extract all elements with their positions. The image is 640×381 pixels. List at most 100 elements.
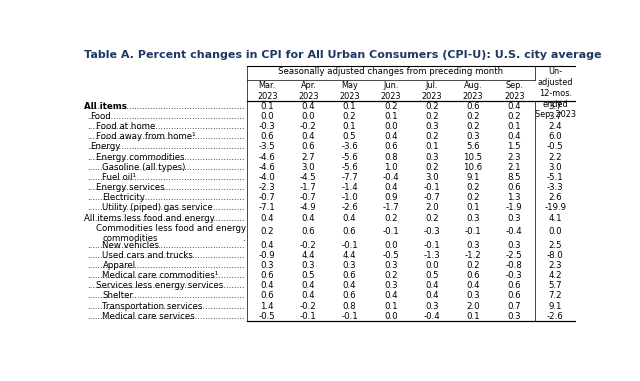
Text: ............................................................: ........................................… bbox=[87, 112, 244, 121]
Text: -0.1: -0.1 bbox=[341, 312, 358, 321]
Text: 0.4: 0.4 bbox=[508, 102, 521, 111]
Text: 3.0: 3.0 bbox=[548, 163, 562, 172]
Text: 4.1: 4.1 bbox=[548, 213, 562, 223]
Text: -3.6: -3.6 bbox=[341, 142, 358, 151]
Text: ............................................................: ........................................… bbox=[87, 213, 244, 223]
Text: 0.6: 0.6 bbox=[343, 271, 356, 280]
Text: 0.0: 0.0 bbox=[301, 112, 315, 121]
Text: 5.6: 5.6 bbox=[467, 142, 480, 151]
Text: Used cars and trucks: Used cars and trucks bbox=[102, 251, 193, 260]
Text: Un-
adjusted
12-mos.
ended
Sep. 2023: Un- adjusted 12-mos. ended Sep. 2023 bbox=[535, 67, 576, 119]
Text: -0.3: -0.3 bbox=[424, 227, 440, 236]
Text: 2.3: 2.3 bbox=[548, 261, 562, 270]
Text: -2.6: -2.6 bbox=[547, 312, 564, 321]
Text: 5.7: 5.7 bbox=[548, 281, 562, 290]
Text: 0.6: 0.6 bbox=[260, 132, 274, 141]
Text: 0.1: 0.1 bbox=[260, 102, 274, 111]
Text: ............................................................: ........................................… bbox=[87, 241, 244, 250]
Text: -0.7: -0.7 bbox=[424, 193, 440, 202]
Text: 0.4: 0.4 bbox=[301, 213, 315, 223]
Text: ............................................................: ........................................… bbox=[87, 173, 244, 182]
Text: -0.3: -0.3 bbox=[506, 271, 523, 280]
Text: -0.5: -0.5 bbox=[259, 312, 276, 321]
Text: Table A. Percent changes in CPI for All Urban Consumers (CPI-U): U.S. city avera: Table A. Percent changes in CPI for All … bbox=[84, 50, 602, 60]
Text: 2.0: 2.0 bbox=[467, 302, 480, 311]
Text: 0.3: 0.3 bbox=[384, 261, 397, 270]
Text: 0.6: 0.6 bbox=[467, 102, 480, 111]
Text: -0.8: -0.8 bbox=[506, 261, 523, 270]
Text: 0.1: 0.1 bbox=[467, 203, 480, 212]
Text: 0.3: 0.3 bbox=[508, 241, 521, 250]
Text: 0.7: 0.7 bbox=[508, 302, 521, 311]
Text: Utility (piped) gas service: Utility (piped) gas service bbox=[102, 203, 213, 212]
Text: All items less food and energy: All items less food and energy bbox=[84, 213, 214, 223]
Text: 0.6: 0.6 bbox=[260, 271, 274, 280]
Text: -0.2: -0.2 bbox=[300, 122, 317, 131]
Text: 0.6: 0.6 bbox=[508, 281, 521, 290]
Text: 0.6: 0.6 bbox=[508, 183, 521, 192]
Text: 0.1: 0.1 bbox=[343, 122, 356, 131]
Text: -0.1: -0.1 bbox=[424, 241, 440, 250]
Text: -0.9: -0.9 bbox=[259, 251, 276, 260]
Text: Food at home: Food at home bbox=[96, 122, 156, 131]
Text: 0.3: 0.3 bbox=[425, 302, 438, 311]
Text: ............................................................: ........................................… bbox=[87, 142, 244, 151]
Text: 0.2: 0.2 bbox=[343, 112, 356, 121]
Text: ............................................................: ........................................… bbox=[87, 102, 244, 111]
Text: 1.3: 1.3 bbox=[508, 193, 521, 202]
Text: ............................................................: ........................................… bbox=[87, 302, 244, 311]
Text: 0.6: 0.6 bbox=[343, 227, 356, 236]
Text: 2.6: 2.6 bbox=[548, 193, 562, 202]
Text: ............................................................: ........................................… bbox=[87, 261, 244, 270]
Text: ............................................................: ........................................… bbox=[87, 312, 244, 321]
Text: 7.2: 7.2 bbox=[548, 291, 562, 301]
Text: 0.5: 0.5 bbox=[301, 271, 315, 280]
Text: 0.6: 0.6 bbox=[260, 291, 274, 301]
Text: 9.1: 9.1 bbox=[467, 173, 480, 182]
Text: -1.0: -1.0 bbox=[341, 193, 358, 202]
Text: 0.3: 0.3 bbox=[467, 241, 480, 250]
Text: -4.9: -4.9 bbox=[300, 203, 317, 212]
Text: 2.0: 2.0 bbox=[425, 203, 438, 212]
Text: 0.2: 0.2 bbox=[467, 122, 480, 131]
Text: New vehicles: New vehicles bbox=[102, 241, 159, 250]
Text: 0.4: 0.4 bbox=[384, 132, 397, 141]
Text: -0.3: -0.3 bbox=[259, 122, 276, 131]
Text: 0.2: 0.2 bbox=[467, 112, 480, 121]
Text: -5.6: -5.6 bbox=[341, 152, 358, 162]
Text: 0.4: 0.4 bbox=[343, 213, 356, 223]
Text: Energy commodities: Energy commodities bbox=[96, 152, 185, 162]
Text: 0.1: 0.1 bbox=[384, 302, 397, 311]
Text: 0.5: 0.5 bbox=[343, 132, 356, 141]
Text: -3.5: -3.5 bbox=[259, 142, 276, 151]
Text: -5.6: -5.6 bbox=[341, 163, 358, 172]
Text: 0.3: 0.3 bbox=[467, 291, 480, 301]
Text: ............................................................: ........................................… bbox=[87, 152, 244, 162]
Text: 0.4: 0.4 bbox=[425, 281, 438, 290]
Text: 0.3: 0.3 bbox=[301, 261, 315, 270]
Text: Food away from home¹: Food away from home¹ bbox=[96, 132, 196, 141]
Text: 0.4: 0.4 bbox=[301, 102, 315, 111]
Text: -4.6: -4.6 bbox=[259, 163, 276, 172]
Text: 0.0: 0.0 bbox=[384, 312, 397, 321]
Text: 0.4: 0.4 bbox=[301, 291, 315, 301]
Text: 0.6: 0.6 bbox=[467, 271, 480, 280]
Text: Medical care commodities¹: Medical care commodities¹ bbox=[102, 271, 219, 280]
Text: Jun.
2023: Jun. 2023 bbox=[380, 81, 401, 101]
Text: -4.5: -4.5 bbox=[300, 173, 317, 182]
Text: 1.4: 1.4 bbox=[260, 302, 274, 311]
Text: 2.4: 2.4 bbox=[548, 122, 562, 131]
Text: 0.2: 0.2 bbox=[425, 112, 438, 121]
Text: Services less energy services: Services less energy services bbox=[96, 281, 223, 290]
Text: 9.1: 9.1 bbox=[548, 302, 562, 311]
Text: -2.3: -2.3 bbox=[259, 183, 276, 192]
Text: ............................................................: ........................................… bbox=[87, 271, 244, 280]
Text: Commodities less food and energy: Commodities less food and energy bbox=[96, 224, 246, 233]
Text: May
2023: May 2023 bbox=[339, 81, 360, 101]
Text: ............................................................: ........................................… bbox=[87, 193, 244, 202]
Text: 0.2: 0.2 bbox=[467, 261, 480, 270]
Text: 3.7: 3.7 bbox=[548, 102, 562, 111]
Text: -0.5: -0.5 bbox=[382, 251, 399, 260]
Text: -0.1: -0.1 bbox=[424, 183, 440, 192]
Text: Seasonally adjusted changes from preceding month: Seasonally adjusted changes from precedi… bbox=[278, 67, 503, 76]
